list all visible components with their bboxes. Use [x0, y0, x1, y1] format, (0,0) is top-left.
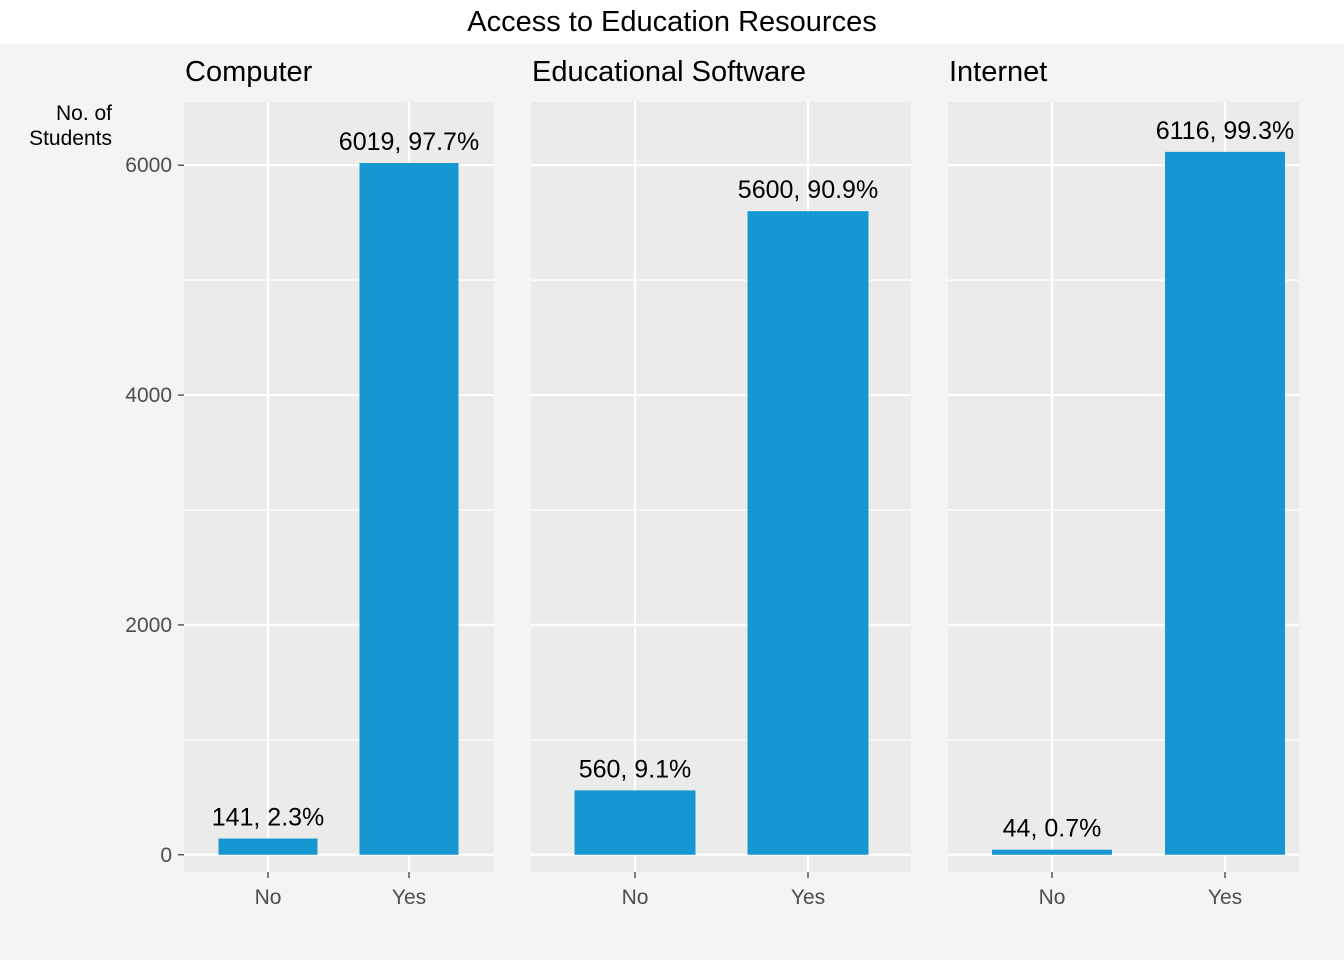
x-tick-label: Yes: [1208, 886, 1242, 909]
facet-title: Educational Software: [532, 56, 806, 88]
facet-title: Internet: [949, 56, 1047, 88]
title-bar: [0, 0, 1344, 44]
x-tick-label: Yes: [791, 886, 825, 909]
bar-no: [992, 849, 1112, 855]
chart-title: Access to Education Resources: [467, 6, 877, 38]
y-tick-label: 4000: [125, 384, 172, 407]
data-label: 44, 0.7%: [1003, 815, 1102, 843]
x-tick-label: Yes: [392, 886, 426, 909]
x-tick-label: No: [255, 886, 282, 909]
y-tick-label: 6000: [125, 154, 172, 177]
y-axis-label-line-1: No. of: [55, 102, 112, 125]
x-tick-label: No: [622, 886, 649, 909]
bar-no: [218, 838, 318, 855]
y-axis-label: No. of Students: [0, 101, 112, 151]
y-axis-label-line-2: Students: [29, 127, 112, 150]
data-label: 6116, 99.3%: [1156, 117, 1295, 145]
data-label: 5600, 90.9%: [738, 176, 878, 204]
data-label: 6019, 97.7%: [339, 128, 479, 156]
y-tick-label: 2000: [125, 614, 172, 637]
data-label: 141, 2.3%: [212, 804, 325, 832]
bar-yes: [359, 163, 459, 855]
facet-title: Computer: [185, 56, 313, 88]
bar-yes: [747, 211, 869, 855]
data-label: 560, 9.1%: [579, 755, 692, 783]
x-tick-label: No: [1039, 886, 1066, 909]
bar-yes: [1165, 151, 1285, 855]
y-tick-label: 0: [160, 844, 172, 867]
bar-no: [574, 790, 696, 855]
